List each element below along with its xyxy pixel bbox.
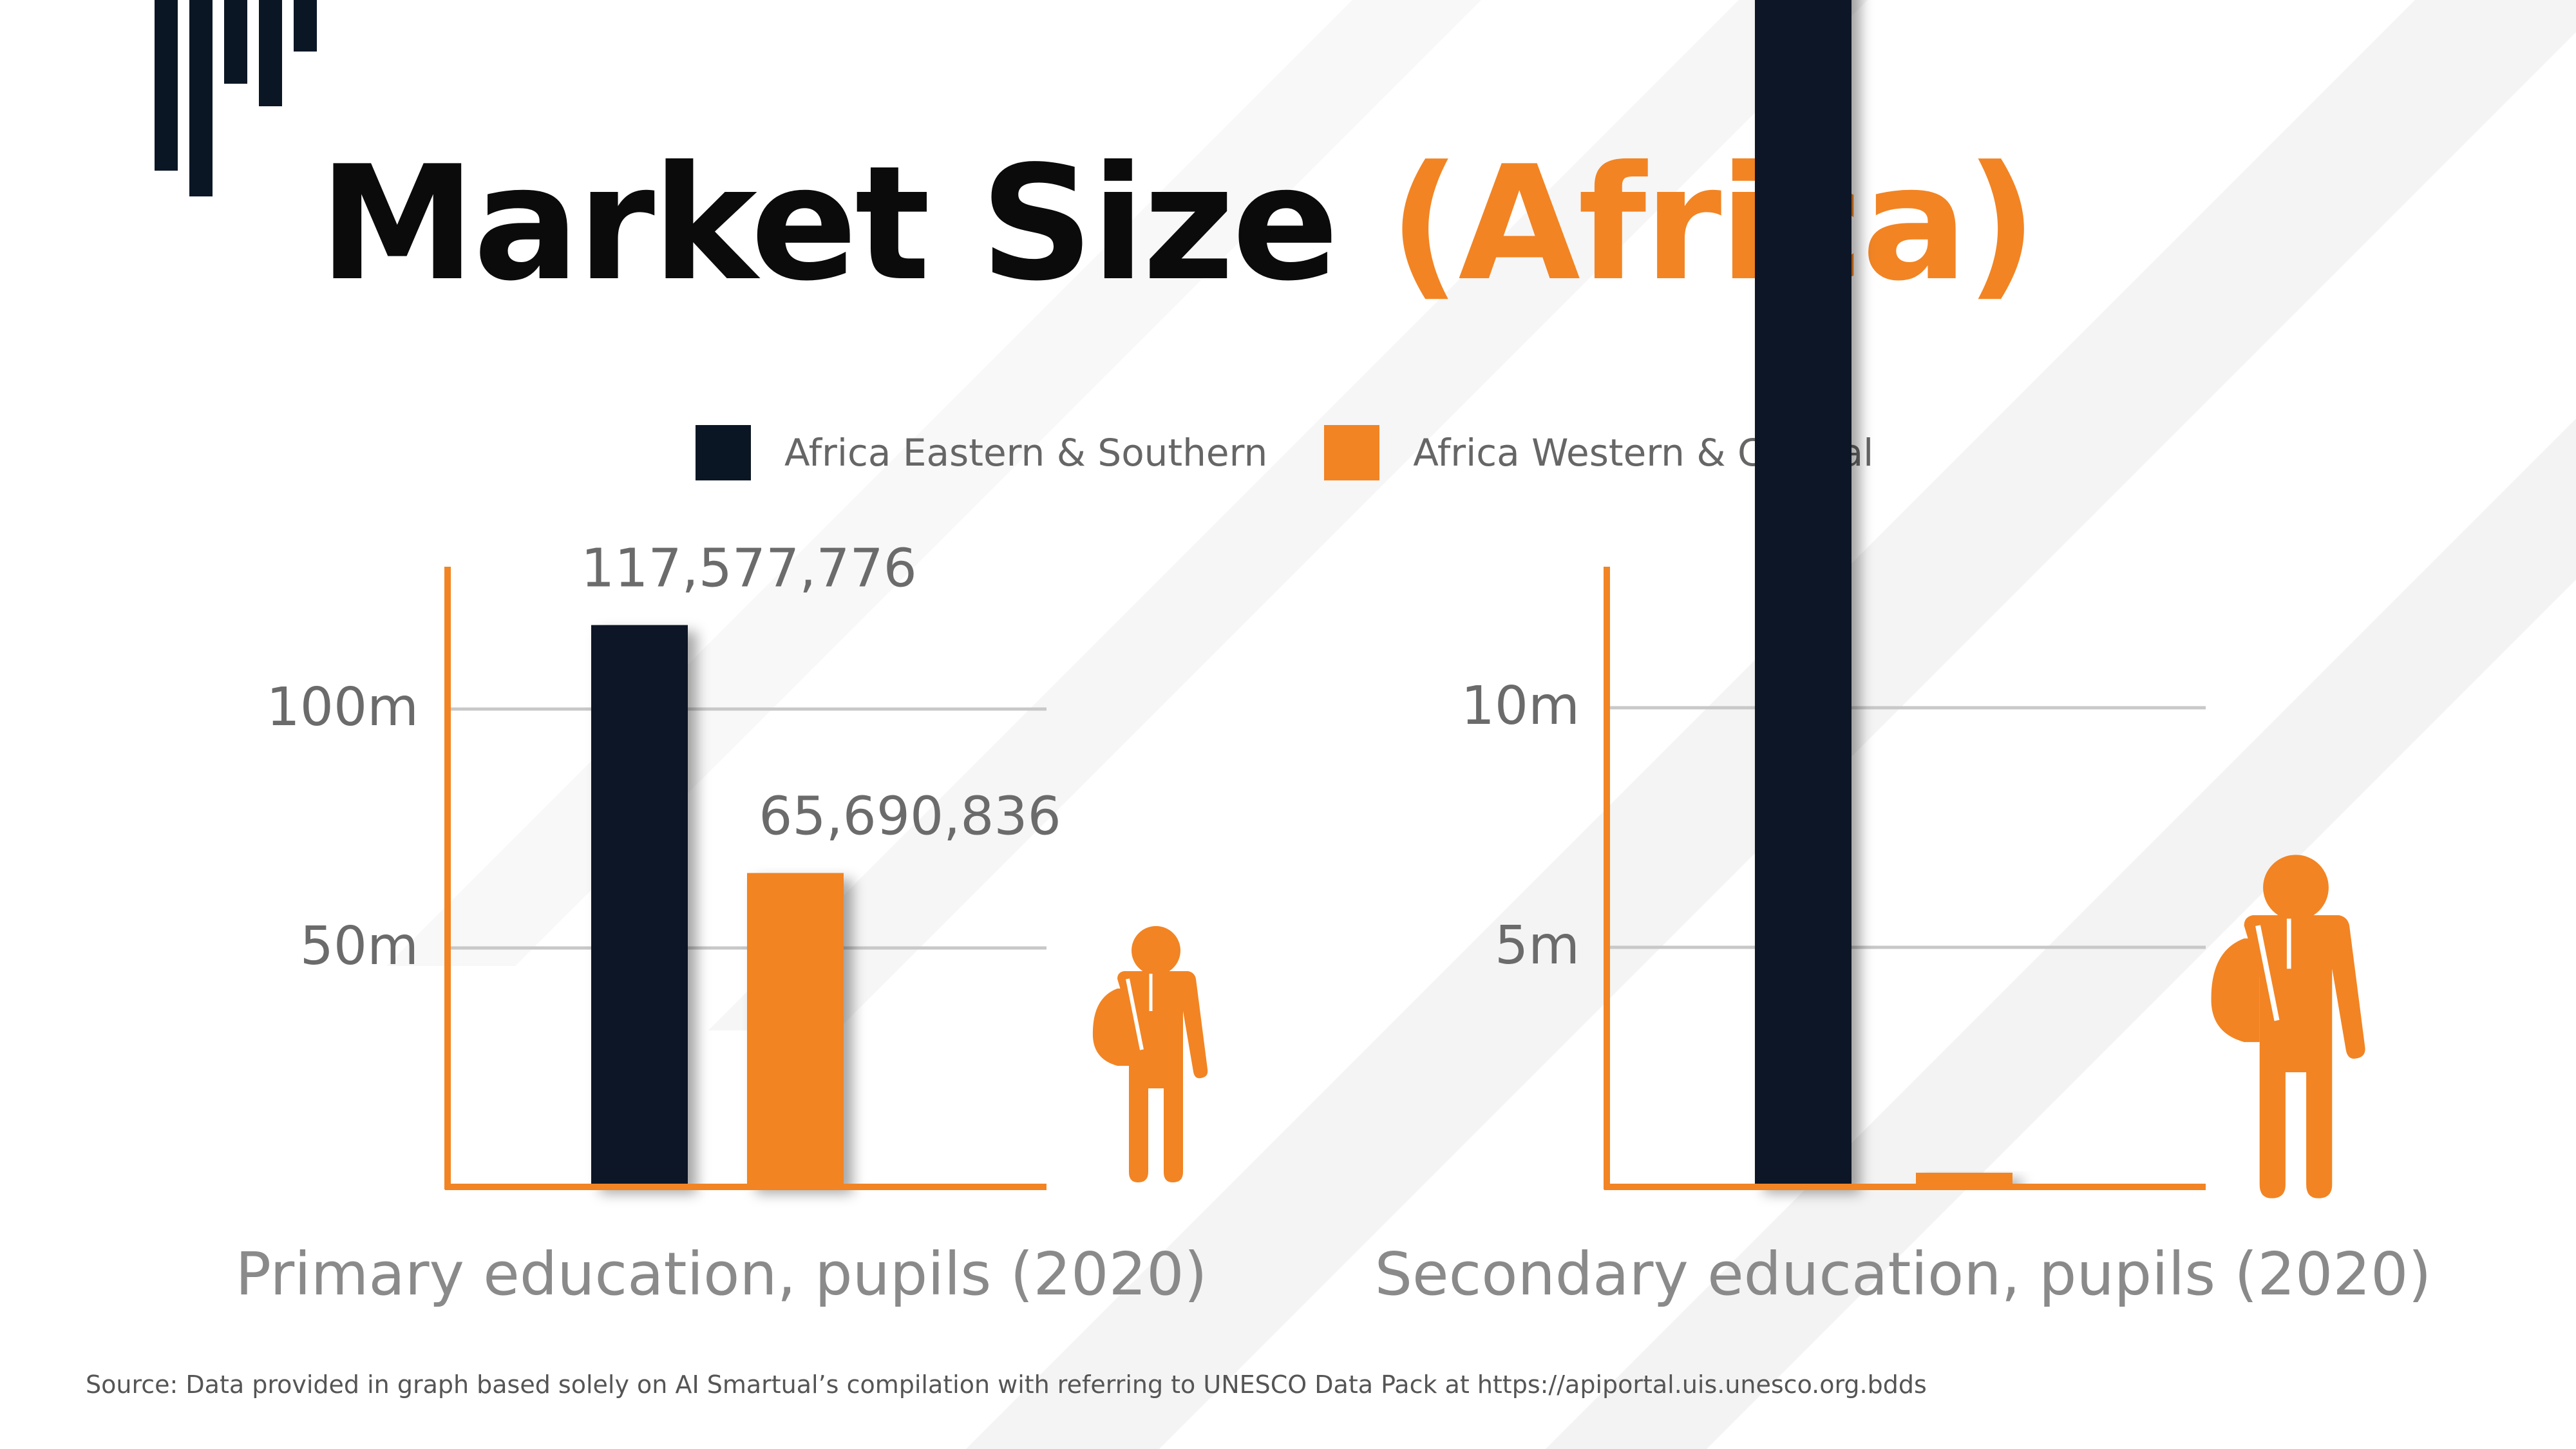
chart-title: Secondary education, pupils (2020) <box>1375 1240 2432 1309</box>
y-tick-label: 10m <box>1461 676 1580 737</box>
student-backpack <box>2211 938 2260 1043</box>
legend-swatch <box>1324 425 1380 480</box>
student-body <box>2244 915 2365 1198</box>
data-label: 65,690,836 <box>759 786 1061 848</box>
y-tick-label: 5m <box>1495 915 1580 976</box>
title-main: Market Size <box>319 132 1339 316</box>
chart-1: 50m 100m 117,577,776 65,690,836 Primary educ… <box>235 538 1208 1309</box>
bar-eastern-southern <box>591 625 688 1187</box>
student-icon <box>2211 855 2365 1198</box>
backpack-strap <box>1126 978 1144 1050</box>
chart-2: 5m10m38,249,896Secondary education, pupi… <box>1375 0 2432 1309</box>
legend-item-eastern-southern: Africa Eastern & Southern <box>696 425 1267 480</box>
legend-swatch <box>696 425 751 480</box>
y-tick-label: 50m <box>300 916 419 977</box>
page-title: Market Size (Africa) <box>319 145 2038 303</box>
student-head <box>1132 926 1180 975</box>
legend-label: Africa Eastern & Southern <box>784 431 1268 475</box>
brand-logo <box>155 0 322 200</box>
title-accent: (Africa) <box>1388 132 2038 316</box>
student-head <box>2263 855 2329 921</box>
student-body <box>1117 971 1208 1182</box>
data-label: 117,577,776 <box>581 538 917 600</box>
bar-western-central <box>747 873 844 1187</box>
student-backpack <box>1092 989 1129 1066</box>
student-icon <box>1092 926 1208 1182</box>
bar-eastern-southern <box>1755 0 1852 1187</box>
source-note: Source: Data provided in graph based sol… <box>86 1370 1927 1399</box>
backpack-strap <box>2255 925 2280 1021</box>
bar-western-central <box>1916 1173 2012 1187</box>
chart-title: Primary education, pupils (2020) <box>235 1240 1207 1309</box>
y-tick-label: 100m <box>267 677 419 738</box>
